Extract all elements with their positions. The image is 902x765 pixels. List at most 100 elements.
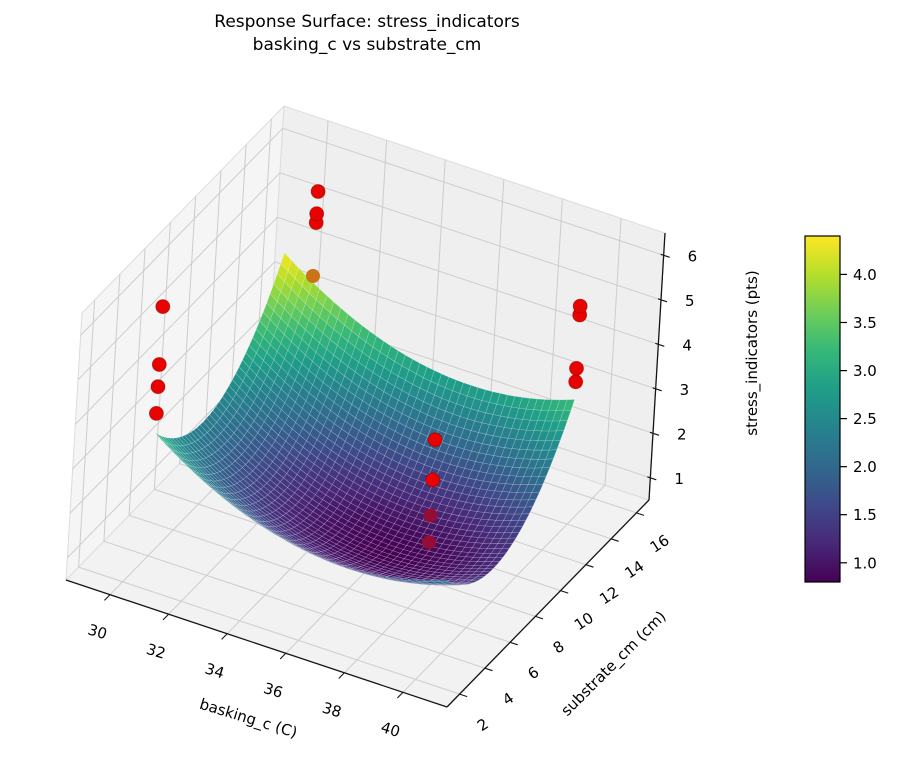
z-tick-mark	[660, 253, 670, 258]
scatter-point	[569, 360, 584, 376]
grid-line-floor-y	[103, 540, 486, 669]
grid-line-left-y	[103, 274, 121, 542]
surface-quad	[252, 329, 264, 346]
y-axis-line	[446, 499, 650, 708]
z-tick-mark	[647, 476, 657, 481]
scatter-point	[572, 298, 588, 314]
chart-title-line-1: Response Surface: stress_indicators	[214, 12, 520, 32]
x-tick-mark	[279, 652, 287, 660]
z-tick-label: 1	[674, 470, 684, 488]
grid-line-back-z	[274, 261, 656, 390]
surface-quad	[176, 454, 187, 465]
surface-quad	[177, 451, 189, 461]
surface-quad	[160, 435, 172, 445]
surface-quad	[440, 581, 452, 584]
scatter-point	[425, 472, 441, 488]
surface-quad	[521, 506, 533, 515]
surface-quad	[545, 449, 558, 460]
grid-line-back-z	[279, 172, 662, 301]
grid-line-floor-y	[128, 514, 511, 643]
surface-quad	[443, 582, 455, 585]
scatter-point	[310, 184, 326, 199]
y-tick-mark	[459, 693, 468, 698]
scatter-point	[150, 379, 166, 395]
x-tick-mark	[221, 633, 228, 640]
y-tick-label: 2	[474, 715, 492, 735]
scatter-point	[151, 357, 167, 372]
grid-line-left-z	[80, 127, 284, 336]
surface-quad	[243, 413, 255, 427]
chart-title: Response Surface: stress_indicators bask…	[30, 11, 704, 57]
x-tick-mark	[104, 594, 111, 601]
z-axis-title: stress_indicators (pts)	[743, 270, 762, 435]
grid-line-back-x	[604, 218, 622, 486]
surface-mesh	[154, 252, 575, 586]
grid-line-left-y	[78, 300, 96, 568]
colorbar-tick-label: 1.0	[853, 554, 877, 572]
surface-quad	[482, 568, 494, 573]
x-tick-label: 38	[320, 699, 344, 722]
surface-quad	[461, 583, 473, 585]
x-axis-line	[65, 579, 448, 708]
grid-line-left-y	[229, 144, 247, 412]
y-tick-mark	[560, 590, 569, 594]
z-tick-mark	[655, 342, 665, 347]
z-tick-label: 6	[688, 247, 698, 265]
surface-quad	[514, 519, 527, 528]
surface-quad	[252, 352, 264, 369]
y-tick-mark	[535, 615, 544, 620]
surface-quad	[154, 432, 166, 443]
y-tick-label: 14	[621, 557, 647, 582]
surface-quad	[193, 427, 205, 438]
grid-line-left-y	[153, 222, 171, 490]
grid-line-floor-x	[402, 484, 606, 693]
surface-quad	[498, 548, 510, 554]
grid-line-back-z	[277, 216, 659, 345]
y-tick-label: 4	[499, 689, 517, 709]
surface-quad	[219, 413, 231, 426]
surface-quad	[511, 526, 523, 533]
surface-quad	[563, 399, 575, 411]
scatter-points	[148, 184, 588, 550]
grid-line-back-z	[282, 127, 664, 256]
scatter-point	[155, 299, 171, 315]
y-tick-label: 12	[596, 583, 622, 608]
scatter-point-occluded	[306, 269, 320, 283]
x-tick-mark	[338, 672, 345, 679]
y-tick-label: 10	[571, 609, 597, 634]
z-axis-line	[648, 232, 666, 501]
grid-line-left-z	[74, 216, 278, 425]
surface-quad	[226, 421, 238, 434]
surface-quad	[245, 345, 257, 361]
colorbar-outline	[804, 235, 841, 583]
z-tick-label: 5	[685, 292, 695, 310]
y-tick-mark	[610, 538, 619, 542]
x-tick-label: 30	[86, 620, 110, 643]
y-tick-mark	[585, 564, 594, 568]
z-tick-mark	[652, 387, 662, 392]
x-tick-label: 36	[262, 679, 286, 702]
scatter-point	[309, 206, 325, 222]
colorbar-tick-label: 3.0	[853, 362, 877, 380]
y-tick-label: 16	[647, 531, 673, 556]
surface-quad	[187, 431, 199, 442]
surface-quad	[266, 344, 278, 361]
surface-quad	[157, 434, 169, 444]
surface-quad	[206, 414, 217, 427]
colorbar-tick-label: 1.5	[853, 506, 877, 524]
z-tick-label: 4	[682, 336, 692, 354]
surface-quad	[242, 352, 254, 368]
surface-quad	[476, 574, 488, 578]
z-tick-label: 2	[677, 425, 687, 443]
x-tick-mark	[397, 691, 404, 699]
surface-quad	[485, 564, 497, 569]
scatter-point-occluded	[422, 535, 436, 550]
chart-title-line-2: basking_c vs substrate_cm	[252, 35, 482, 55]
grid-line-left-y	[204, 170, 222, 438]
x-tick-label: 32	[144, 640, 168, 663]
surface-quad	[214, 449, 226, 460]
grid-line-left-z	[77, 172, 281, 381]
